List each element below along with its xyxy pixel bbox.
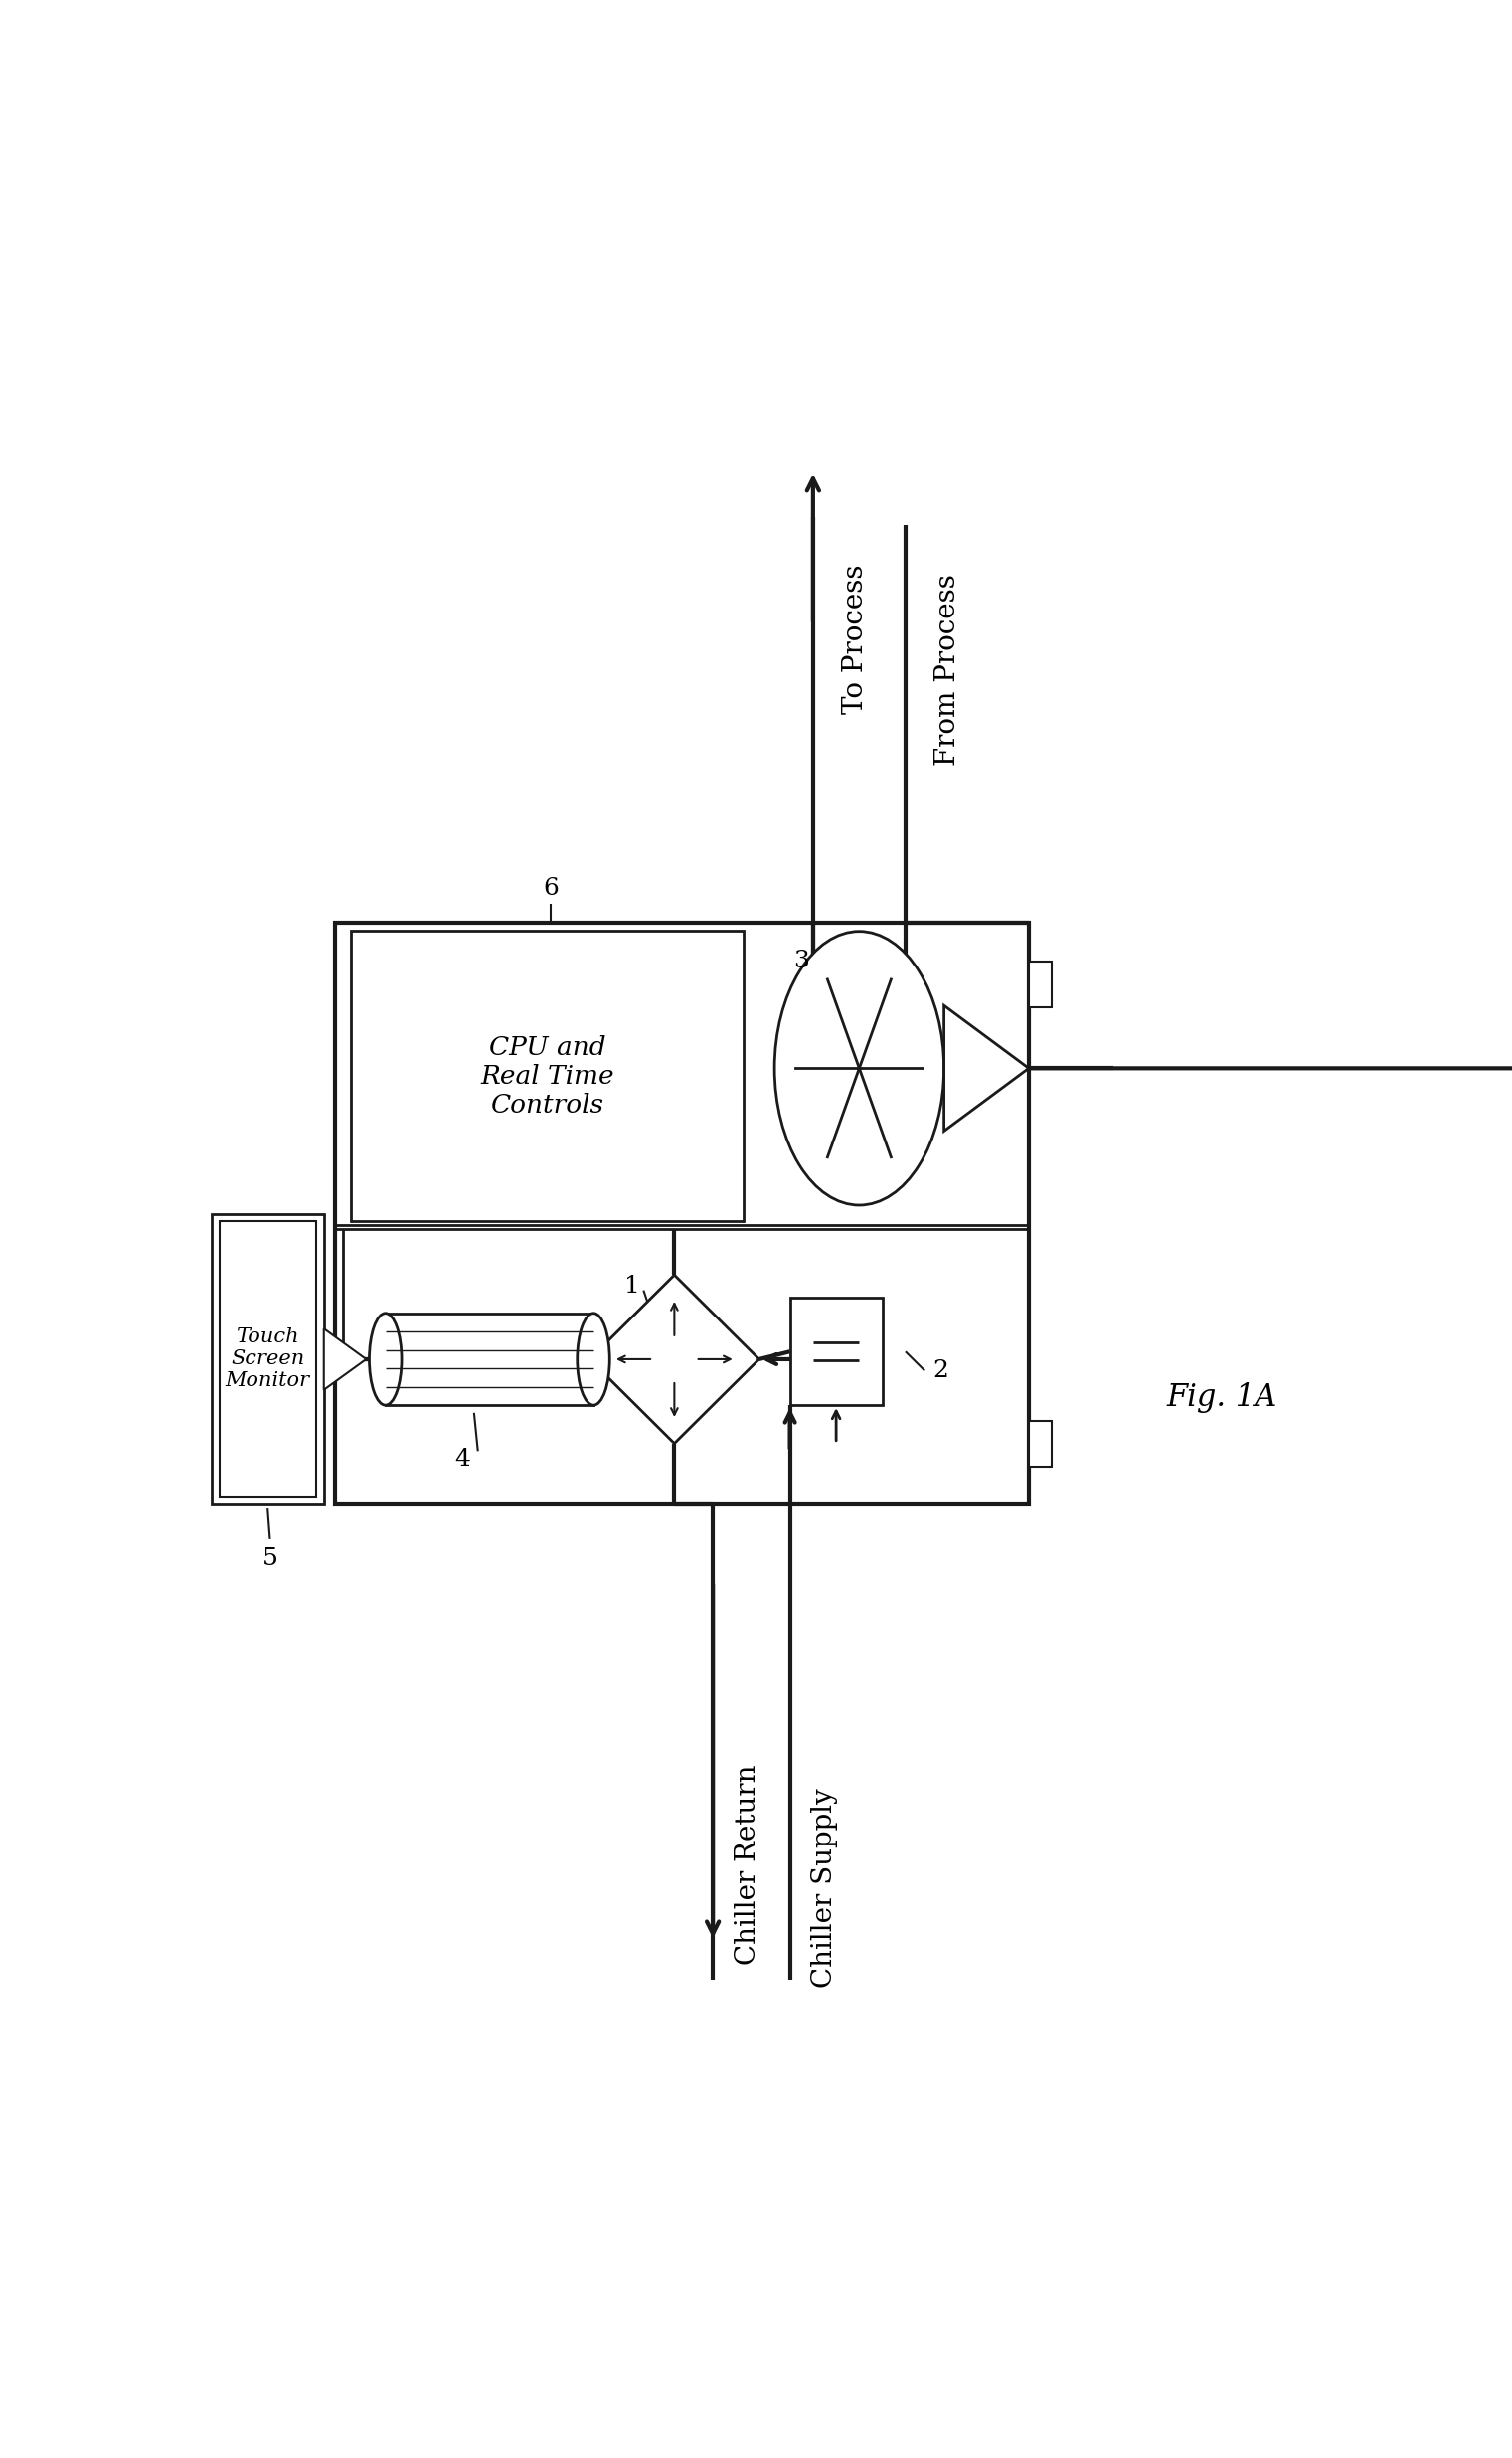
Text: To Process: To Process (842, 565, 869, 715)
Polygon shape (590, 1276, 759, 1443)
Bar (336, 922, 1028, 1504)
Text: Touch
Screen
Monitor: Touch Screen Monitor (225, 1327, 310, 1391)
Bar (351, 932, 744, 1222)
Text: From Process: From Process (934, 575, 962, 767)
Ellipse shape (369, 1313, 402, 1406)
Text: 3: 3 (794, 949, 809, 973)
Bar (789, 1298, 883, 1406)
Bar (386, 1313, 594, 1406)
Text: 4: 4 (455, 1448, 470, 1470)
Text: 6: 6 (543, 878, 559, 900)
Circle shape (774, 932, 943, 1204)
Ellipse shape (578, 1313, 609, 1406)
Bar (1028, 1421, 1052, 1467)
Text: 1: 1 (624, 1276, 640, 1298)
Text: CPU and
Real Time
Controls: CPU and Real Time Controls (481, 1035, 614, 1118)
Text: Chiller Return: Chiller Return (735, 1765, 761, 1964)
Bar (1028, 961, 1052, 1008)
Text: 5: 5 (262, 1546, 278, 1571)
Bar (212, 1214, 324, 1504)
Polygon shape (943, 1005, 1028, 1131)
Bar (219, 1222, 316, 1497)
Text: Chiller Supply: Chiller Supply (810, 1787, 838, 1989)
Polygon shape (324, 1330, 366, 1389)
Text: Fig. 1A: Fig. 1A (1166, 1381, 1276, 1413)
Text: 2: 2 (933, 1359, 948, 1381)
